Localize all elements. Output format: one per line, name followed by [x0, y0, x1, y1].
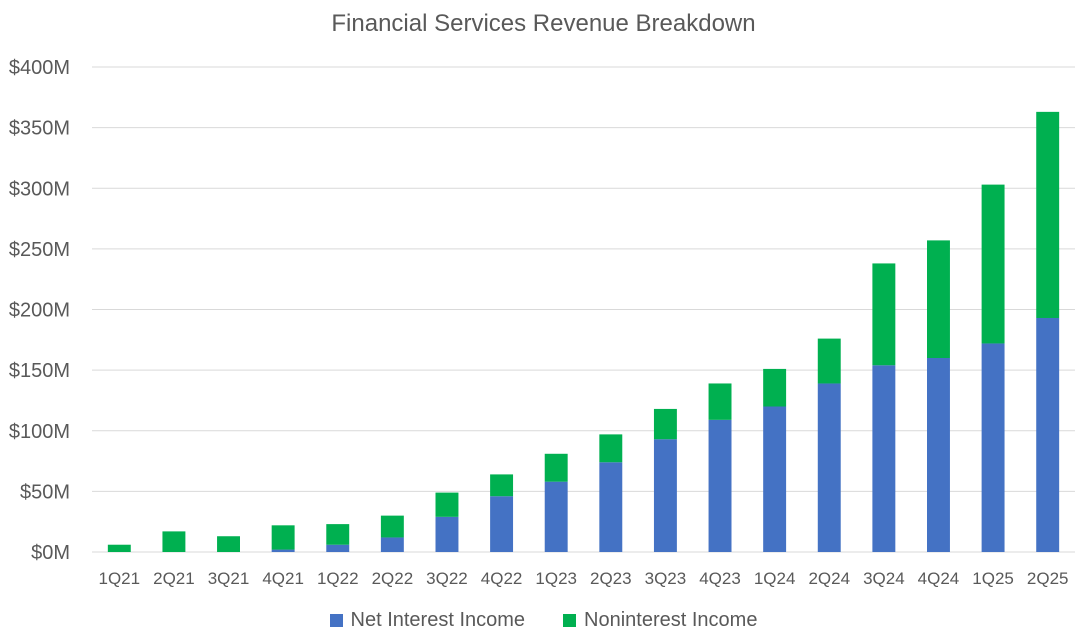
x-tick-label: 1Q22: [317, 569, 359, 588]
x-tick-label: 1Q23: [535, 569, 577, 588]
bar-net-interest-4q22: [490, 496, 514, 552]
x-tick-label: 3Q22: [426, 569, 468, 588]
bar-noninterest-1q23: [544, 453, 568, 482]
x-tick-label: 4Q21: [262, 569, 304, 588]
bar-net-interest-2q22: [380, 537, 404, 552]
legend-item-net-interest: Net Interest Income: [329, 609, 526, 632]
x-tick-label: 4Q22: [481, 569, 523, 588]
bar-noninterest-3q21: [217, 536, 240, 552]
bar-noninterest-4q24: [927, 240, 950, 358]
chart-title: Financial Services Revenue Breakdown: [331, 10, 756, 37]
x-tick-label: 4Q24: [918, 569, 960, 588]
bar-net-interest-2q25: [1036, 317, 1060, 552]
bar-net-interest-4q23: [708, 419, 732, 552]
bar-net-interest-4q21: [271, 549, 295, 552]
bar-noninterest-2q23: [599, 434, 623, 463]
bar-net-interest-2q24: [817, 383, 841, 552]
x-tick-label: 1Q24: [754, 569, 796, 588]
x-tick-label: 1Q21: [99, 569, 141, 588]
bar-net-interest-1q25: [981, 343, 1005, 552]
bar-noninterest-3q23: [653, 408, 677, 440]
bar-net-interest-2q23: [599, 462, 623, 552]
legend-swatch-net-interest: [329, 614, 343, 627]
bar-noninterest-2q25: [1036, 111, 1060, 318]
bar-noninterest-3q22: [435, 492, 459, 517]
gridlines: [92, 66, 1075, 553]
x-tick-label: 4Q23: [699, 569, 741, 588]
bar-noninterest-2q22: [380, 515, 404, 538]
bar-noninterest-1q22: [326, 524, 350, 545]
y-tick-label: $400M: [9, 57, 70, 79]
bar-noninterest-1q24: [763, 368, 787, 407]
bar-net-interest-1q24: [763, 406, 787, 552]
y-tick-label: $0M: [31, 542, 70, 564]
legend-item-noninterest: Noninterest Income: [563, 609, 757, 632]
bar-net-interest-3q22: [435, 516, 459, 552]
y-tick-label: $250M: [9, 239, 70, 261]
y-tick-label: $300M: [9, 178, 70, 200]
bar-noninterest-3q24: [872, 263, 896, 366]
bar-noninterest-2q21: [162, 531, 186, 552]
chart-plot: $0M $50M $100M $150M $200M $250M $300M $350M $40…: [9, 57, 1075, 588]
bar-noninterest-4q22: [490, 474, 514, 497]
y-tick-label: $200M: [9, 300, 70, 322]
bar-net-interest-1q23: [544, 481, 568, 552]
x-tick-label: 3Q21: [208, 569, 250, 588]
x-tick-label: 2Q22: [372, 569, 414, 588]
bar-noninterest-1q21: [107, 544, 131, 552]
legend-swatch-noninterest: [563, 614, 577, 627]
x-tick-label: 2Q23: [590, 569, 632, 588]
y-tick-label: $50M: [20, 481, 70, 503]
y-tick-label: $150M: [9, 360, 70, 382]
bar-noninterest-1q25: [981, 184, 1005, 344]
bar-noninterest-2q24: [817, 338, 841, 384]
y-tick-label: $350M: [9, 118, 70, 140]
bar-net-interest-1q22: [326, 544, 350, 552]
y-tick-label: $100M: [9, 421, 70, 443]
bars: [107, 111, 1060, 552]
x-tick-label: 2Q24: [808, 569, 850, 588]
bar-net-interest-4q24: [927, 358, 950, 552]
y-axis-ticks: $0M $50M $100M $150M $200M $250M $300M $350M $40…: [9, 57, 70, 564]
legend-label-net-interest: Net Interest Income: [350, 609, 526, 631]
bar-net-interest-3q23: [653, 439, 677, 552]
x-tick-label: 2Q25: [1027, 569, 1069, 588]
legend: Net Interest Income Noninterest Income: [0, 609, 1087, 632]
x-axis-ticks: 1Q21 2Q21 3Q21 4Q21 1Q22 2Q22 3Q22 4Q22 1Q23 2Q23…: [99, 569, 1069, 588]
legend-label-noninterest: Noninterest Income: [584, 609, 758, 631]
x-tick-label: 2Q21: [153, 569, 195, 588]
x-tick-label: 1Q25: [972, 569, 1014, 588]
x-tick-label: 3Q24: [863, 569, 905, 588]
bar-net-interest-3q24: [872, 365, 896, 552]
bar-noninterest-4q23: [708, 383, 732, 420]
bar-noninterest-4q21: [271, 525, 295, 550]
x-tick-label: 3Q23: [645, 569, 687, 588]
